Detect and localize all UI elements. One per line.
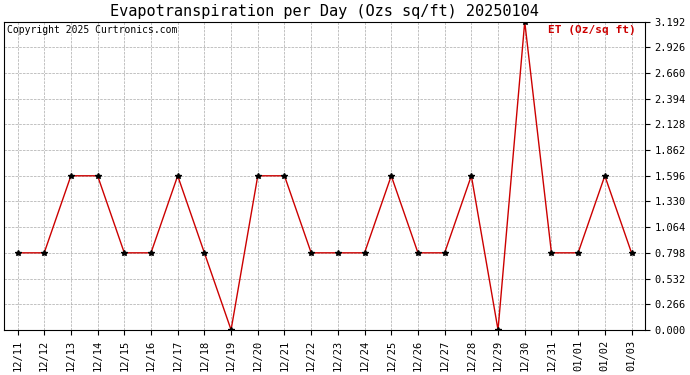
Text: Copyright 2025 Curtronics.com: Copyright 2025 Curtronics.com [8, 25, 178, 35]
Title: Evapotranspiration per Day (Ozs sq/ft) 20250104: Evapotranspiration per Day (Ozs sq/ft) 2… [110, 4, 539, 19]
Text: ET (Oz/sq ft): ET (Oz/sq ft) [547, 25, 635, 35]
